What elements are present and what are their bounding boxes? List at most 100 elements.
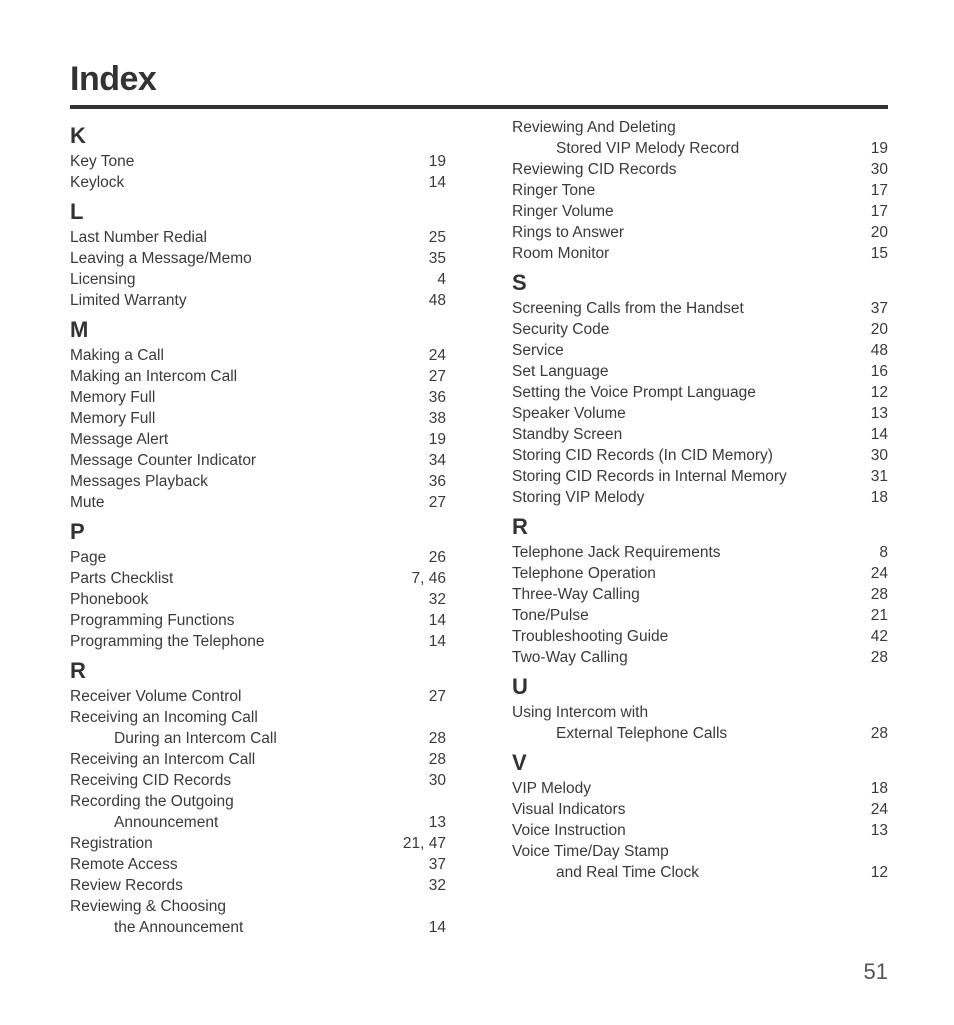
index-entry-page: 17 [844,201,888,222]
index-entry: Parts Checklist7, 46 [70,568,446,589]
index-entry-main: Using Intercom with [512,704,648,721]
section-letter: M [70,317,446,343]
index-entry-main: Voice Time/Day Stamp [512,843,669,860]
index-entry-page: 28 [844,723,888,744]
index-columns: KKey Tone19Keylock14LLast Number Redial2… [70,117,888,938]
index-entry: Making an Intercom Call27 [70,366,446,387]
index-entry: Storing CID Records in Internal Memory31 [512,466,888,487]
index-entry-page: 36 [402,471,446,492]
index-entry-main: Setting the Voice Prompt Language [512,384,756,401]
index-entry-page: 32 [402,589,446,610]
index-entry-label: Storing CID Records (In CID Memory) [512,445,844,466]
index-entry: Reviewing CID Records30 [512,159,888,180]
index-entry-main: Ringer Tone [512,182,595,199]
index-entry-main: Troubleshooting Guide [512,628,668,645]
index-entry: Leaving a Message/Memo35 [70,248,446,269]
index-entry-main: Memory Full [70,389,155,406]
index-entry-label: Reviewing CID Records [512,159,844,180]
index-entry-main: Keylock [70,174,124,191]
index-entry-label: Registration [70,833,402,854]
index-entry: Telephone Jack Requirements8 [512,542,888,563]
index-entry-sub: External Telephone Calls [512,723,844,744]
index-entry-page: 14 [844,424,888,445]
index-entry-page: 24 [844,799,888,820]
index-entry: Message Counter Indicator34 [70,450,446,471]
index-entry-label: Message Counter Indicator [70,450,402,471]
index-entry-page: 30 [402,770,446,791]
index-entry-page: 19 [402,151,446,172]
index-entry-label: Programming Functions [70,610,402,631]
index-entry-page: 14 [402,172,446,193]
index-entry: Message Alert 19 [70,429,446,450]
index-entry-page: 28 [844,647,888,668]
index-entry-label: Messages Playback [70,471,402,492]
index-entry-page: 25 [402,227,446,248]
index-entry-page: 30 [844,159,888,180]
index-entry-main: Storing VIP Melody [512,489,644,506]
index-entry: Using Intercom with External Telephone Ca… [512,702,888,744]
index-entry-page: 14 [402,631,446,652]
index-entry-main: Page [70,549,106,566]
index-entry-label: Screening Calls from the Handset [512,298,844,319]
index-entry-main: Storing CID Records (In CID Memory) [512,447,773,464]
index-entry-label: Recording the OutgoingAnnouncement [70,791,402,833]
index-entry-main: Tone/Pulse [512,607,589,624]
index-entry-label: Limited Warranty [70,290,402,311]
index-entry-label: Three-Way Calling [512,584,844,605]
index-entry-label: Two-Way Calling [512,647,844,668]
index-entry: Key Tone 19 [70,151,446,172]
index-entry-sub: Announcement [70,812,402,833]
index-entry-main: Programming Functions [70,612,235,629]
index-entry-page: 42 [844,626,888,647]
index-entry-page: 19 [844,138,888,159]
index-entry-page: 48 [844,340,888,361]
index-entry-page: 38 [402,408,446,429]
index-entry-page: 13 [402,812,446,833]
index-entry-page: 18 [844,778,888,799]
index-entry-main: Receiving CID Records [70,772,231,789]
index-entry: Registration21, 47 [70,833,446,854]
index-entry-page: 17 [844,180,888,201]
index-entry-sub: and Real Time Clock [512,862,844,883]
index-entry: Setting the Voice Prompt Language12 [512,382,888,403]
section-letter: U [512,674,888,700]
index-entry: Screening Calls from the Handset37 [512,298,888,319]
index-entry-page: 20 [844,319,888,340]
index-entry-main: Programming the Telephone [70,633,264,650]
index-entry-page: 13 [844,403,888,424]
index-entry-main: Message Alert [70,431,168,448]
index-entry-main: Key Tone [70,153,134,170]
index-entry: Receiver Volume Control27 [70,686,446,707]
index-entry-page: 28 [844,584,888,605]
section-letter: V [512,750,888,776]
index-entry-label: Page [70,547,402,568]
index-entry-page: 19 [402,429,446,450]
page-number: 51 [864,959,888,985]
index-entry-main: Storing CID Records in Internal Memory [512,468,787,485]
index-entry-main: Memory Full [70,410,155,427]
index-entry-label: Phonebook [70,589,402,610]
index-entry-main: Leaving a Message/Memo [70,250,252,267]
index-entry-label: Receiver Volume Control [70,686,402,707]
index-title: Index [70,60,888,109]
index-column: KKey Tone19Keylock14LLast Number Redial2… [70,117,446,938]
index-entry-main: Receiving an Intercom Call [70,751,255,768]
index-entry-page: 24 [844,563,888,584]
index-entry: VIP Melody18 [512,778,888,799]
index-entry-main: Telephone Operation [512,565,656,582]
index-entry-label: Ringer Tone [512,180,844,201]
index-entry-label: Review Records [70,875,402,896]
index-entry-main: Security Code [512,321,609,338]
index-entry-label: Security Code [512,319,844,340]
index-entry-sub: During an Intercom Call [70,728,402,749]
index-entry-label: Room Monitor [512,243,844,264]
index-entry-label: Storing CID Records in Internal Memory [512,466,844,487]
index-entry: Service48 [512,340,888,361]
index-entry: Remote Access37 [70,854,446,875]
section-letter: K [70,123,446,149]
index-entry-main: Parts Checklist [70,570,173,587]
index-entry-label: Last Number Redial [70,227,402,248]
index-entry-label: Licensing [70,269,402,290]
index-entry: Voice Instruction13 [512,820,888,841]
index-entry-label: Telephone Operation [512,563,844,584]
